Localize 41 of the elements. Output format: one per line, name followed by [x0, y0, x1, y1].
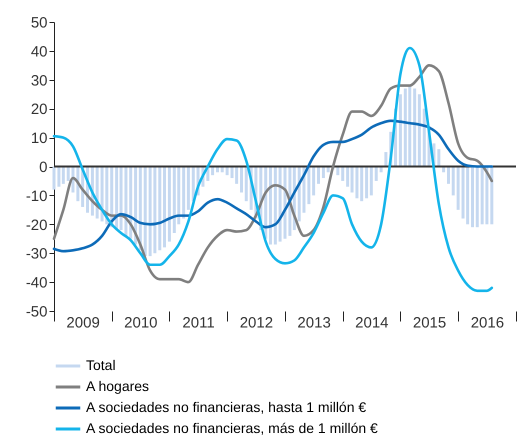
bar: [437, 149, 440, 166]
bar: [471, 166, 474, 228]
bar: [456, 166, 460, 210]
x-tick-label: 2013: [297, 314, 331, 332]
bar: [398, 94, 402, 166]
bar: [418, 94, 421, 166]
x-tick-label: 2014: [355, 314, 389, 332]
x-tick-label: 2010: [124, 314, 158, 332]
bar: [490, 166, 494, 224]
bar: [317, 166, 320, 184]
y-tick-label: -30: [26, 246, 48, 263]
y-tick-label: -20: [26, 216, 48, 234]
bar: [186, 166, 190, 210]
bar: [408, 86, 412, 166]
y-tick-label: 20: [30, 101, 48, 118]
y-tick-label: -40: [26, 274, 48, 292]
bar: [168, 166, 171, 242]
x-tick-label: 2012: [240, 314, 274, 332]
y-tick-label: 0: [39, 159, 48, 176]
bar: [153, 166, 156, 254]
x-tick-label: 2011: [182, 314, 215, 332]
bar: [52, 166, 56, 190]
y-tick-label: 40: [30, 43, 48, 60]
bar: [172, 166, 176, 233]
x-tick-label: 2016: [470, 314, 504, 332]
y-tick-label: 30: [30, 72, 48, 90]
x-tick-label: 2009: [66, 314, 100, 332]
legend-label: A hogares: [86, 378, 150, 394]
line-series: [52, 120, 494, 252]
y-tick-label: -10: [26, 188, 48, 205]
legend-label: A sociedades no financieras, más de 1 millón €: [86, 420, 378, 436]
legend-label: A sociedades no financieras, hasta 1 millón €: [86, 399, 366, 415]
bar: [384, 152, 388, 166]
y-tick-label: -50: [26, 304, 48, 320]
y-tick-label: 10: [30, 130, 48, 148]
bar: [404, 88, 407, 166]
x-tick-label: 2015: [412, 314, 446, 332]
bar: [240, 166, 244, 193]
y-tick-label: 50: [30, 14, 48, 32]
legend-label: Total: [86, 357, 116, 373]
bar: [365, 166, 368, 198]
